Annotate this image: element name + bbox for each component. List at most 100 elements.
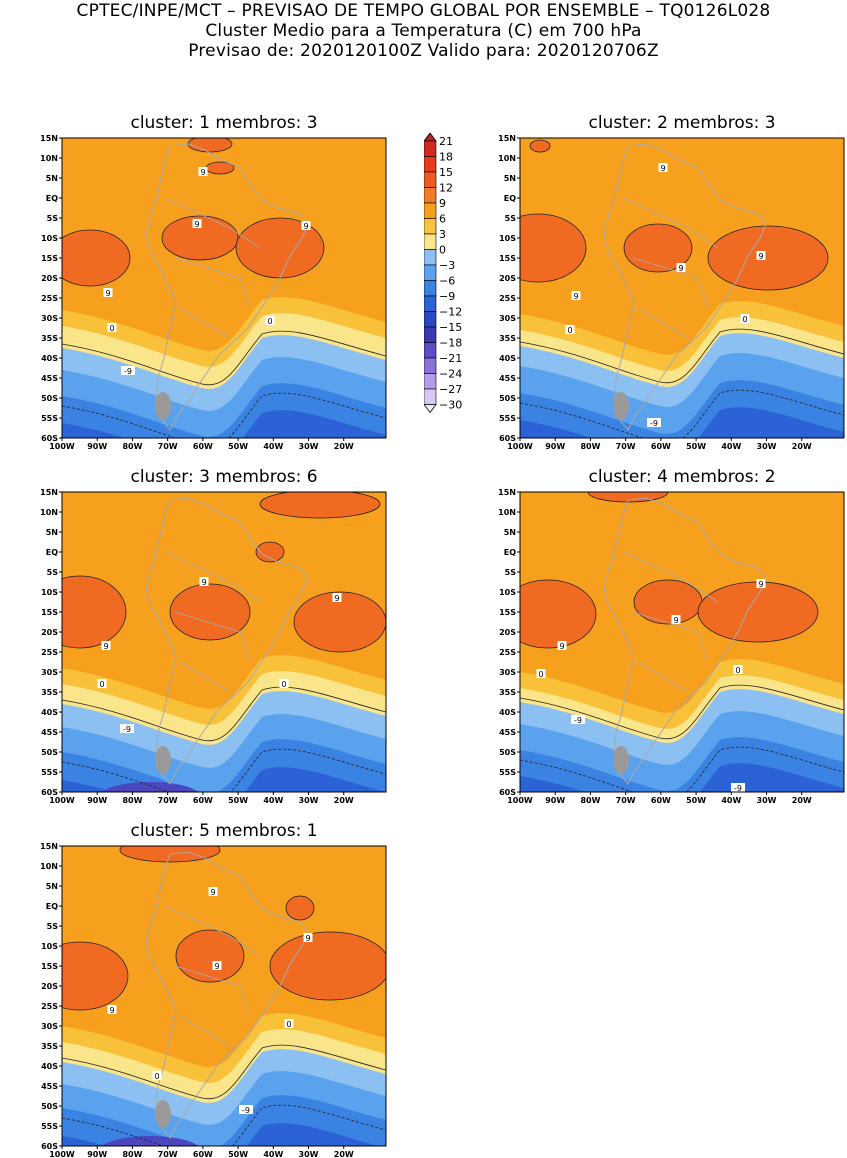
lat-tick-label: 5N	[46, 528, 58, 537]
lon-tick-label: 90W	[87, 796, 107, 805]
contour-label: -9	[121, 366, 135, 376]
lat-tick-label: 25S	[499, 648, 516, 657]
contour-label: 0	[279, 679, 289, 689]
lon-tick-label: 80W	[580, 796, 600, 805]
lat-tick-label: 55S	[41, 414, 58, 423]
lat-tick-label: 55S	[499, 414, 516, 423]
lon-tick-label: 60W	[193, 1150, 213, 1158]
lon-tick-label: 30W	[757, 796, 777, 805]
contour-label: 9	[303, 933, 313, 943]
svg-text:9: 9	[758, 580, 763, 589]
panel-title-4: cluster: 4 membros: 2	[588, 467, 776, 487]
colorbar-label: −27	[439, 383, 462, 396]
svg-text:0: 0	[99, 680, 104, 689]
colorbar-label: 12	[439, 182, 453, 195]
lat-tick-label: 15N	[40, 842, 58, 851]
lon-tick-label: 30W	[299, 796, 319, 805]
lat-tick-label: 5S	[47, 922, 59, 931]
lon-tick-label: 20W	[334, 796, 354, 805]
colorbar-label: −24	[439, 368, 462, 381]
lat-tick-label: 10N	[40, 154, 58, 163]
lat-tick-label: 10S	[499, 234, 516, 243]
lat-tick-label: 40S	[499, 354, 516, 363]
lat-tick-label: EQ	[46, 902, 58, 911]
svg-text:9: 9	[201, 578, 206, 587]
svg-text:0: 0	[567, 326, 572, 335]
svg-text:0: 0	[735, 666, 740, 675]
contour-label: 9	[101, 641, 111, 651]
lat-tick-label: EQ	[504, 194, 516, 203]
contour-label: 0	[565, 325, 575, 335]
svg-text:9: 9	[214, 962, 219, 971]
lon-tick-label: 30W	[299, 442, 319, 451]
lon-tick-label: 60W	[193, 796, 213, 805]
lat-tick-label: 35S	[41, 334, 58, 343]
lon-tick-label: 30W	[299, 1150, 319, 1158]
lon-tick-label: 90W	[545, 796, 565, 805]
lon-tick-label: 70W	[158, 796, 178, 805]
lon-tick-label: 50W	[228, 796, 248, 805]
svg-text:9: 9	[758, 252, 763, 261]
lat-tick-label: 5S	[505, 568, 517, 577]
lat-tick-label: 5N	[504, 528, 516, 537]
svg-text:0: 0	[154, 1072, 159, 1081]
contour-label: 9	[212, 961, 222, 971]
svg-text:-9: -9	[574, 716, 582, 725]
lat-tick-label: 15N	[498, 134, 516, 143]
lon-tick-label: 20W	[334, 1150, 354, 1158]
colorbar-label: −6	[439, 275, 455, 288]
lon-tick-label: 70W	[616, 442, 636, 451]
lat-tick-label: 15S	[41, 608, 58, 617]
contour-label: -9	[120, 724, 134, 734]
lon-tick-label: 90W	[87, 1150, 107, 1158]
header-line-1: CPTEC/INPE/MCT – PREVISAO DE TEMPO GLOBA…	[76, 1, 771, 21]
svg-text:9: 9	[334, 594, 339, 603]
lon-tick-label: 100W	[507, 442, 533, 451]
lat-tick-label: 10N	[40, 862, 58, 871]
lat-tick-label: 10N	[40, 508, 58, 517]
lat-tick-label: 45S	[41, 728, 58, 737]
lon-tick-label: 40W	[721, 442, 741, 451]
svg-text:0: 0	[538, 670, 543, 679]
contour-label: -9	[731, 783, 745, 792]
contour-label: 0	[152, 1071, 162, 1081]
lon-tick-label: 60W	[651, 796, 671, 805]
colorbar-label: 21	[439, 135, 453, 148]
lat-tick-label: 25S	[499, 294, 516, 303]
svg-text:9: 9	[303, 222, 308, 231]
svg-text:9: 9	[109, 1006, 114, 1015]
map-panel-cluster-3: 9 9 9 0 0 -9 15N 10N 5N EQ 5S 10S 15S 20S 25S 30S 35S 40S…	[0, 488, 400, 805]
lon-tick-label: 50W	[228, 442, 248, 451]
lon-tick-label: 20W	[792, 442, 812, 451]
contour-label: 9	[208, 887, 218, 897]
lon-tick-label: 100W	[49, 442, 75, 451]
lat-tick-label: 25S	[41, 1002, 58, 1011]
svg-text:9: 9	[573, 292, 578, 301]
lat-tick-label: 60S	[41, 1142, 58, 1151]
svg-text:9: 9	[673, 616, 678, 625]
lat-tick-label: 30S	[499, 314, 516, 323]
lat-tick-label: 35S	[499, 688, 516, 697]
lat-tick-label: 25S	[41, 648, 58, 657]
lon-tick-label: 50W	[228, 1150, 248, 1158]
lat-tick-label: 20S	[499, 628, 516, 637]
lat-tick-label: 5S	[47, 568, 59, 577]
lon-tick-label: 40W	[721, 796, 741, 805]
lat-tick-label: 55S	[41, 768, 58, 777]
lat-tick-label: 5N	[46, 882, 58, 891]
lon-tick-label: 50W	[686, 442, 706, 451]
lat-tick-label: 15S	[499, 254, 516, 263]
map-panel-cluster-5: 9 9 9 9 0 0 -9 15N 10N 5N EQ 5S 10S 15S 20S 25S 30S 35S 40…	[0, 842, 400, 1158]
colorbar-label: −30	[439, 399, 462, 412]
svg-text:9: 9	[678, 264, 683, 273]
lat-tick-label: 10S	[499, 588, 516, 597]
contour-label: -9	[239, 1105, 253, 1115]
lon-tick-label: 60W	[193, 442, 213, 451]
lat-tick-label: 40S	[41, 354, 58, 363]
lon-tick-label: 30W	[757, 442, 777, 451]
contour-label: 0	[265, 316, 275, 326]
lon-tick-label: 70W	[616, 796, 636, 805]
lat-tick-label: 10N	[498, 154, 516, 163]
contour-label: 9	[571, 291, 581, 301]
lon-tick-label: 20W	[792, 796, 812, 805]
